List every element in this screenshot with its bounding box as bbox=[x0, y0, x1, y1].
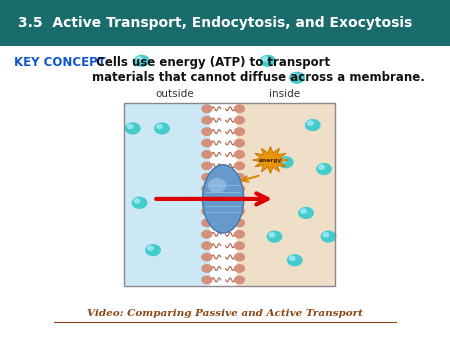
Circle shape bbox=[234, 219, 244, 226]
Circle shape bbox=[234, 105, 244, 113]
Circle shape bbox=[202, 208, 212, 215]
Circle shape bbox=[323, 233, 328, 237]
Circle shape bbox=[289, 256, 295, 260]
Circle shape bbox=[269, 233, 274, 237]
Ellipse shape bbox=[202, 164, 244, 234]
Circle shape bbox=[202, 265, 212, 272]
Circle shape bbox=[134, 199, 140, 203]
Circle shape bbox=[126, 123, 140, 134]
FancyBboxPatch shape bbox=[124, 103, 210, 286]
Circle shape bbox=[292, 74, 297, 78]
Circle shape bbox=[319, 165, 324, 169]
Text: KEY CONCEPT: KEY CONCEPT bbox=[14, 56, 105, 69]
Circle shape bbox=[234, 173, 244, 181]
Circle shape bbox=[234, 254, 244, 261]
Circle shape bbox=[234, 128, 244, 135]
Circle shape bbox=[202, 105, 212, 113]
Circle shape bbox=[202, 117, 212, 124]
FancyBboxPatch shape bbox=[237, 103, 335, 286]
Circle shape bbox=[202, 242, 212, 249]
Circle shape bbox=[202, 219, 212, 226]
Circle shape bbox=[202, 196, 212, 204]
Circle shape bbox=[234, 139, 244, 147]
Text: inside: inside bbox=[269, 89, 300, 99]
Circle shape bbox=[202, 139, 212, 147]
Circle shape bbox=[234, 231, 244, 238]
Circle shape bbox=[234, 151, 244, 158]
Circle shape bbox=[317, 164, 331, 174]
Circle shape bbox=[136, 57, 142, 61]
Text: outside: outside bbox=[155, 89, 194, 99]
Polygon shape bbox=[252, 147, 288, 174]
Circle shape bbox=[301, 209, 306, 213]
Circle shape bbox=[202, 185, 212, 192]
Circle shape bbox=[234, 276, 244, 284]
Circle shape bbox=[234, 185, 244, 192]
Circle shape bbox=[299, 208, 313, 218]
Circle shape bbox=[307, 121, 313, 125]
Circle shape bbox=[202, 231, 212, 238]
Circle shape bbox=[148, 246, 153, 250]
Circle shape bbox=[279, 157, 293, 168]
Text: energy: energy bbox=[259, 158, 282, 163]
Circle shape bbox=[202, 276, 212, 284]
Circle shape bbox=[234, 196, 244, 204]
Circle shape bbox=[234, 208, 244, 215]
Circle shape bbox=[306, 120, 320, 130]
Circle shape bbox=[234, 265, 244, 272]
Circle shape bbox=[155, 123, 169, 134]
FancyBboxPatch shape bbox=[0, 0, 450, 46]
Circle shape bbox=[280, 158, 286, 162]
Circle shape bbox=[267, 231, 282, 242]
Circle shape bbox=[261, 55, 275, 66]
Circle shape bbox=[288, 255, 302, 266]
Circle shape bbox=[290, 72, 304, 83]
Circle shape bbox=[202, 151, 212, 158]
Circle shape bbox=[202, 254, 212, 261]
Ellipse shape bbox=[208, 178, 226, 193]
Circle shape bbox=[234, 242, 244, 249]
Circle shape bbox=[127, 124, 133, 128]
Circle shape bbox=[234, 117, 244, 124]
Circle shape bbox=[321, 231, 336, 242]
Circle shape bbox=[202, 128, 212, 135]
Ellipse shape bbox=[203, 165, 243, 233]
Circle shape bbox=[262, 57, 268, 61]
Circle shape bbox=[202, 173, 212, 181]
Circle shape bbox=[135, 55, 149, 66]
Circle shape bbox=[157, 124, 162, 128]
Circle shape bbox=[202, 162, 212, 170]
Text: Video: Comparing Passive and Active Transport: Video: Comparing Passive and Active Tran… bbox=[87, 309, 363, 318]
Circle shape bbox=[146, 245, 160, 256]
Circle shape bbox=[132, 197, 147, 208]
Circle shape bbox=[234, 162, 244, 170]
Text: Cells use energy (ATP) to transport
materials that cannot diffuse across a membr: Cells use energy (ATP) to transport mate… bbox=[92, 56, 425, 84]
Text: 3.5  Active Transport, Endocytosis, and Exocytosis: 3.5 Active Transport, Endocytosis, and E… bbox=[18, 16, 412, 30]
